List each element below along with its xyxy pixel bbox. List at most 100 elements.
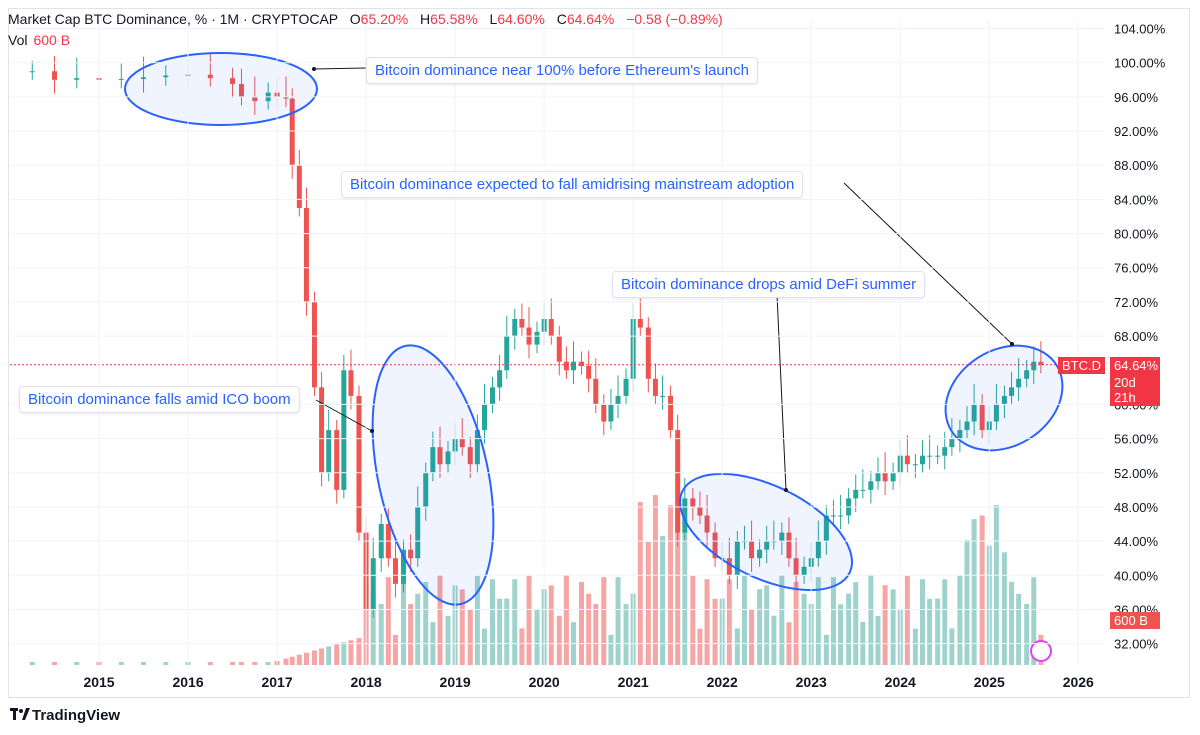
y-tick-label: 80.00% <box>1114 227 1159 242</box>
candle-body <box>348 370 354 396</box>
candle-body <box>615 395 621 405</box>
volume-bar <box>601 577 607 665</box>
volume-bar <box>512 579 518 665</box>
volume-bar <box>704 579 710 665</box>
candle-body <box>704 515 710 533</box>
candle-body <box>868 481 874 490</box>
y-tick-label: 40.00% <box>1114 568 1159 583</box>
candle-body <box>497 370 503 388</box>
candle-body <box>512 319 518 337</box>
candle-body <box>445 451 451 465</box>
volume-bar <box>1016 593 1022 665</box>
volume-bar <box>993 505 999 665</box>
candle-body <box>690 498 696 507</box>
volume-bar <box>556 615 562 665</box>
volume-bar <box>749 609 755 665</box>
candle-body <box>890 472 896 482</box>
candle-body <box>415 506 421 559</box>
volume-bar <box>623 604 629 665</box>
volume-bar <box>52 662 58 665</box>
annotation-near-100[interactable]: Bitcoin dominance near 100% before Ether… <box>366 57 758 84</box>
connector-expected-fall <box>843 182 1013 345</box>
volume-bar <box>890 589 896 665</box>
volume-bar <box>437 575 443 665</box>
volume-label: Vol <box>8 32 28 48</box>
candle-body <box>207 74 213 79</box>
y-tick-label: 48.00% <box>1114 500 1159 515</box>
volume-bar <box>712 598 718 665</box>
candle-body <box>801 566 807 576</box>
connector-expected-fall-dot <box>1010 342 1014 346</box>
brand-name: TradingView <box>32 707 121 724</box>
volume-legend: Vol 600 B <box>8 32 70 48</box>
volume-bar <box>1024 603 1030 665</box>
volume-bar <box>163 662 169 665</box>
candle-body <box>467 447 473 465</box>
volume-bar <box>283 658 289 665</box>
volume-bar <box>118 662 124 665</box>
y-tick-label: 104.00% <box>1114 22 1166 37</box>
candle-body <box>637 319 643 328</box>
volume-bar <box>563 575 569 665</box>
connector-near-100-dot <box>312 67 316 71</box>
volume-bar <box>764 585 770 665</box>
x-tick-label: 2015 <box>83 674 114 690</box>
volume-bar <box>296 654 302 665</box>
y-tick-label: 88.00% <box>1114 158 1159 173</box>
volume-bar <box>141 662 147 665</box>
candle-body <box>608 404 614 422</box>
volume-bar <box>356 638 362 665</box>
x-tick-label: 2017 <box>261 674 292 690</box>
volume-bar <box>608 634 614 665</box>
candle-body <box>238 84 244 97</box>
candle-body <box>430 447 436 473</box>
candle-body <box>1031 361 1037 371</box>
candle-body <box>927 455 933 457</box>
annotation-defi-summer[interactable]: Bitcoin dominance drops amid DeFi summer <box>612 271 926 298</box>
volume-bar <box>920 579 925 665</box>
candle-body <box>652 378 658 396</box>
candle-body <box>1016 378 1022 388</box>
volume-bar <box>311 650 317 665</box>
footer-brand[interactable]: TradingView <box>10 707 120 724</box>
connector-ico-boom <box>315 399 373 432</box>
candle-body <box>838 515 844 517</box>
candle-body <box>757 549 763 559</box>
volume-bar <box>504 598 510 665</box>
candle-body <box>935 455 941 457</box>
candle-body <box>311 301 317 388</box>
connector-defi-summer-dot <box>784 488 788 492</box>
volume-bar <box>801 593 807 665</box>
annotation-ico-boom[interactable]: Bitcoin dominance falls amid ICO boom <box>19 386 300 413</box>
volume-bar <box>1031 577 1037 665</box>
candle-body <box>712 532 718 559</box>
volume-bar <box>74 662 80 665</box>
volume-bar <box>207 662 213 665</box>
volume-bar <box>823 634 829 665</box>
candle-body <box>141 77 147 79</box>
price-tag-symbol: BTC.D <box>1058 357 1105 374</box>
candle-body <box>645 327 651 379</box>
candle-body <box>1024 370 1030 379</box>
candle-body <box>786 532 792 559</box>
volume-bar <box>303 652 309 665</box>
y-tick-label: 72.00% <box>1114 295 1159 310</box>
volume-bar <box>912 628 918 665</box>
volume-bar <box>230 662 236 665</box>
annotation-expected-fall[interactable]: Bitcoin dominance expected to fall amidr… <box>341 171 804 198</box>
candle-body <box>942 447 948 456</box>
y-tick-label: 68.00% <box>1114 329 1159 344</box>
candle-body <box>52 71 58 80</box>
volume-bar <box>423 582 429 665</box>
candle-body <box>949 438 955 448</box>
candle-body <box>623 378 629 396</box>
volume-bar <box>459 589 465 665</box>
volume-bar <box>474 575 480 665</box>
volume-bar <box>682 529 688 665</box>
volume-bar <box>875 616 881 665</box>
volume-bar <box>697 628 703 665</box>
volume-bar <box>741 575 747 665</box>
candle-body <box>668 395 674 431</box>
candle-body <box>296 165 302 208</box>
high-value: 65.58% <box>430 11 478 27</box>
